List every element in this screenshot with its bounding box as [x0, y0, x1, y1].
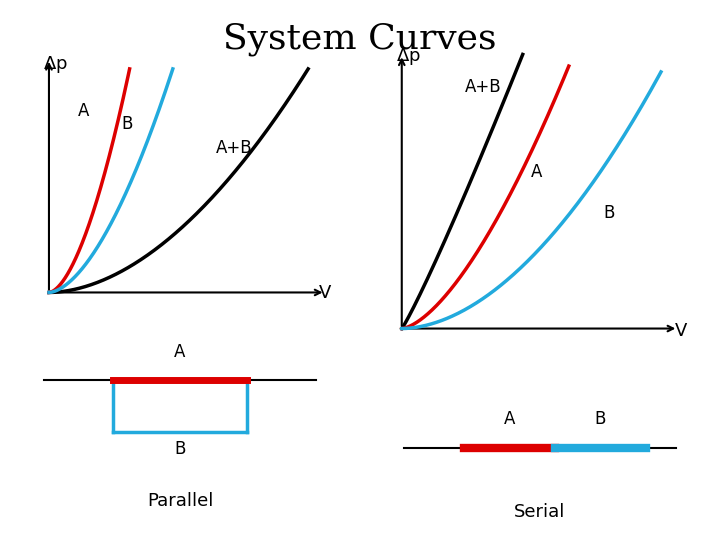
Text: A: A: [78, 102, 89, 120]
Text: A+B: A+B: [465, 78, 502, 96]
Text: Parallel: Parallel: [147, 492, 213, 510]
Text: B: B: [121, 114, 132, 132]
Text: B: B: [595, 410, 606, 428]
Text: B: B: [174, 440, 186, 458]
Text: System Curves: System Curves: [223, 22, 497, 56]
Text: A: A: [504, 410, 516, 428]
Text: $\Delta$p: $\Delta$p: [43, 54, 68, 75]
Text: V: V: [675, 322, 687, 340]
Text: A+B: A+B: [216, 139, 253, 157]
Text: V: V: [319, 285, 331, 302]
Text: A: A: [174, 343, 186, 361]
Text: Serial: Serial: [514, 503, 566, 521]
Text: $\Delta$p: $\Delta$p: [396, 46, 420, 66]
Text: B: B: [603, 204, 615, 222]
Text: A: A: [531, 163, 543, 181]
